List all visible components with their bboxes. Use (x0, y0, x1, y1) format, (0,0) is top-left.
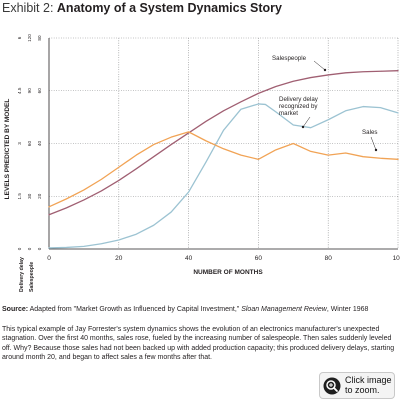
x-tick-label: 20 (115, 255, 123, 262)
x-tick-label: 100 (393, 255, 400, 262)
zoom-label-line1: Click image (345, 375, 392, 385)
annotation-dot (301, 125, 305, 129)
annotation-dot (323, 68, 327, 72)
y-tick-label: 0 (17, 247, 22, 250)
y-tick-label: 0 (37, 247, 42, 250)
source-note: Source: Adapted from "Market Growth as I… (2, 305, 398, 314)
axes (48, 38, 398, 250)
series-line (48, 70, 399, 216)
y-tick-label: 40 (37, 141, 42, 147)
tick-labels: 02040608010001.534.560306090120020406080… (17, 34, 400, 292)
exhibit-name: Anatomy of a System Dynamics Story (56, 1, 282, 15)
annotation-label: Salespeople (272, 55, 307, 62)
source-journal: Sloan Management Review (241, 306, 327, 313)
y-tick-label: 90 (27, 88, 32, 94)
y-tick-label: 60 (27, 141, 32, 147)
y-tick-label: 80 (37, 35, 42, 41)
x-tick-label: 0 (47, 255, 51, 262)
annotation-label: recognized by (279, 103, 318, 110)
description: This typical example of Jay Forrester's … (2, 326, 395, 362)
zoom-button[interactable]: Click image to zoom. (319, 372, 395, 399)
x-tick-label: 80 (325, 255, 333, 262)
exhibit-number: Exhibit 2: (2, 1, 54, 15)
annotation-label: Delivery delay (279, 96, 319, 103)
annotation-leader (370, 136, 377, 151)
exhibit-title: Exhibit 2: Anatomy of a System Dynamics … (2, 1, 282, 15)
y-tick-label: 4.5 (17, 87, 22, 94)
annotation-label: market (279, 110, 298, 117)
y-tick-label: 3 (17, 142, 22, 145)
series-line (48, 103, 399, 249)
source-text: Adapted from "Market Growth as Influence… (29, 306, 240, 313)
system-dynamics-chart[interactable]: 02040608010001.534.560306090120020406080… (0, 26, 400, 292)
y-tick-label: 120 (27, 34, 32, 42)
x-tick-label: 60 (255, 255, 263, 262)
series-line (48, 131, 399, 208)
annotation-label: Sales (362, 129, 377, 136)
y-tick-label: 0 (27, 247, 32, 250)
scale-name-label: Delivery delay (19, 257, 25, 292)
y-axis-label: LEVELS PREDICTED BY MODEL (4, 99, 11, 200)
grid (49, 37, 399, 249)
y-tick-label: 60 (37, 88, 42, 94)
x-axis-label: NUMBER OF MONTHS (193, 269, 263, 276)
y-tick-label: 30 (27, 193, 32, 199)
zoom-label-line2: to zoom. (345, 384, 380, 395)
zoom-label: Click image to zoom. (345, 375, 393, 395)
scale-name-label: Salespeople (29, 262, 35, 292)
annotation-dot (374, 148, 378, 152)
annotation-leader (302, 116, 311, 128)
zoom-icon (323, 377, 341, 394)
x-tick-label: 40 (185, 255, 193, 262)
y-tick-label: 20 (37, 193, 42, 199)
source-label: Source: (2, 306, 29, 313)
source-date: , Winter 1968 (326, 306, 369, 313)
y-tick-label: 1.5 (17, 193, 22, 200)
y-tick-label: 6 (17, 36, 22, 39)
series-lines (48, 70, 399, 249)
annotation-leader (313, 60, 326, 71)
